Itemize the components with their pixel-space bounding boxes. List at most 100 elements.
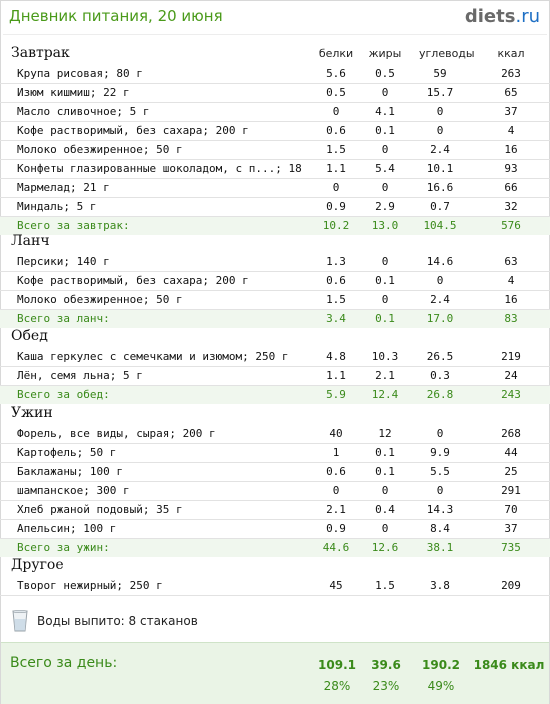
carbs-value: 26.5	[426, 350, 454, 363]
protein-value: 4.8	[326, 350, 346, 363]
carbs-value: 17.0	[426, 312, 454, 325]
food-row[interactable]: Молоко обезжиренное; 50 г 1.5 0 2.4 16	[0, 141, 550, 160]
carbs-value: 2.4	[430, 293, 450, 306]
food-name: Крупа рисовая; 80 г	[17, 67, 143, 80]
kcal-value: 4	[507, 124, 515, 137]
food-row[interactable]: Персики; 140 г 1.3 0 14.6 63	[0, 253, 550, 272]
header-divider	[3, 34, 547, 35]
fat-value: 0	[381, 143, 389, 156]
food-name: Миндаль; 5 г	[17, 200, 97, 213]
col-kcal: ккал	[497, 47, 525, 60]
food-row[interactable]: Кофе растворимый, без сахара; 200 г 0.6 0.…	[0, 272, 550, 291]
food-row[interactable]: Конфеты глазированные шоколадом, с п...;…	[0, 160, 550, 179]
food-row[interactable]: Масло сливочное; 5 г 0 4.1 0 37	[0, 103, 550, 122]
meal-section: Ужин Форель, все виды, сырая; 200 г 40 12 0 2…	[0, 404, 550, 557]
fat-value: 0	[381, 255, 389, 268]
kcal-value: 37	[504, 105, 518, 118]
meal-section: Завтрак Крупа рисовая; 80 г 5.6 0.5 59 263 Изю…	[0, 44, 550, 235]
fat-value: 12.6	[371, 541, 399, 554]
food-row[interactable]: Лён, семя льна; 5 г 1.1 2.1 0.3 24	[0, 367, 550, 386]
carbs-value: 0	[436, 427, 444, 440]
kcal-value: 24	[504, 369, 518, 382]
carbs-value: 0.3	[430, 369, 450, 382]
day-carbs: 190.2	[422, 658, 460, 672]
food-name: Баклажаны; 100 г	[17, 465, 123, 478]
fat-value: 10.3	[371, 350, 399, 363]
total-label: Всего за завтрак:	[17, 219, 130, 232]
kcal-value: 243	[501, 388, 521, 401]
fat-value: 0.1	[375, 465, 395, 478]
food-row[interactable]: Хлеб ржаной подовый; 35 г 2.1 0.4 14.3 70	[0, 501, 550, 520]
protein-value: 1	[332, 446, 340, 459]
site-logo[interactable]: diets.ru	[465, 6, 540, 27]
carbs-value: 0	[436, 124, 444, 137]
food-row[interactable]: Каша геркулес с семечками и изюмом; 250 …	[0, 348, 550, 367]
logo-main: diets	[464, 6, 516, 27]
food-name: Персики; 140 г	[17, 255, 110, 268]
carbs-value: 14.6	[426, 255, 454, 268]
column-headers: белки жиры углеводы ккал	[0, 47, 550, 61]
water-glass-icon	[12, 610, 28, 632]
kcal-value: 25	[504, 465, 518, 478]
total-label: Всего за ужин:	[17, 541, 110, 554]
carbs-value: 0	[436, 274, 444, 287]
protein-value: 2.1	[326, 503, 346, 516]
fat-value: 5.4	[375, 162, 395, 175]
day-protein: 109.1	[318, 658, 356, 672]
food-name: Кофе растворимый, без сахара; 200 г	[17, 124, 249, 137]
protein-value: 5.6	[326, 67, 346, 80]
food-row[interactable]: шампанское; 300 г 0 0 0 291	[0, 482, 550, 501]
food-row[interactable]: Молоко обезжиренное; 50 г 1.5 0 2.4 16	[0, 291, 550, 310]
meal-title: Завтрак	[11, 45, 70, 61]
meal-total-row: Всего за завтрак: 10.2 13.0 104.5 576	[0, 217, 550, 235]
kcal-value: 63	[504, 255, 518, 268]
logo-tld: .ru	[515, 6, 540, 27]
meal-title: Ужин	[11, 405, 53, 421]
kcal-value: 16	[504, 293, 518, 306]
carbs-value: 59	[433, 67, 447, 80]
fat-value: 0.1	[375, 274, 395, 287]
food-name: Конфеты глазированные шоколадом, с п...;…	[17, 162, 302, 175]
food-name: Картофель; 50 г	[17, 446, 117, 459]
carbs-value: 14.3	[426, 503, 454, 516]
carbs-value: 0	[436, 484, 444, 497]
col-fat: жиры	[368, 47, 402, 60]
meal-section: Другое Творог нежирный; 250 г 45 1.5 3.8 209	[0, 556, 550, 596]
fat-value: 1.5	[375, 579, 395, 592]
meal-title: Ланч	[11, 233, 50, 249]
fat-value: 0	[381, 86, 389, 99]
food-row[interactable]: Миндаль; 5 г 0.9 2.9 0.7 32	[0, 198, 550, 217]
food-row[interactable]: Крупа рисовая; 80 г 5.6 0.5 59 263	[0, 65, 550, 84]
kcal-value: 83	[504, 312, 518, 325]
kcal-value: 4	[507, 274, 515, 287]
protein-value: 5.9	[326, 388, 346, 401]
food-row[interactable]: Изюм кишмиш; 22 г 0.5 0 15.7 65	[0, 84, 550, 103]
col-carbs: углеводы	[419, 47, 475, 60]
carbs-value: 104.5	[423, 219, 457, 232]
fat-value: 12.4	[371, 388, 399, 401]
food-row[interactable]: Кофе растворимый, без сахара; 200 г 0.6 0.…	[0, 122, 550, 141]
food-row[interactable]: Форель, все виды, сырая; 200 г 40 12 0 268	[0, 425, 550, 444]
protein-value: 0	[332, 484, 340, 497]
food-row[interactable]: Баклажаны; 100 г 0.6 0.1 5.5 25	[0, 463, 550, 482]
food-row[interactable]: Апельсин; 100 г 0.9 0 8.4 37	[0, 520, 550, 539]
food-name: Каша геркулес с семечками и изюмом; 250 …	[17, 350, 289, 363]
kcal-value: 16	[504, 143, 518, 156]
day-carbs-pct: 49%	[427, 679, 455, 693]
protein-value: 10.2	[322, 219, 350, 232]
food-name: Кофе растворимый, без сахара; 200 г	[17, 274, 249, 287]
protein-value: 0.6	[326, 465, 346, 478]
protein-value: 0.5	[326, 86, 346, 99]
fat-value: 0.1	[375, 446, 395, 459]
carbs-value: 10.1	[426, 162, 454, 175]
food-row[interactable]: Творог нежирный; 250 г 45 1.5 3.8 209	[0, 577, 550, 596]
meal-title: Обед	[11, 328, 48, 344]
food-name: Форель, все виды, сырая; 200 г	[17, 427, 216, 440]
food-name: Творог нежирный; 250 г	[17, 579, 163, 592]
food-row[interactable]: Мармелад; 21 г 0 0 16.6 66	[0, 179, 550, 198]
carbs-value: 2.4	[430, 143, 450, 156]
kcal-value: 735	[501, 541, 521, 554]
meal-section: Обед Каша геркулес с семечками и изюмом; …	[0, 327, 550, 404]
food-row[interactable]: Картофель; 50 г 1 0.1 9.9 44	[0, 444, 550, 463]
col-protein: белки	[318, 47, 354, 60]
